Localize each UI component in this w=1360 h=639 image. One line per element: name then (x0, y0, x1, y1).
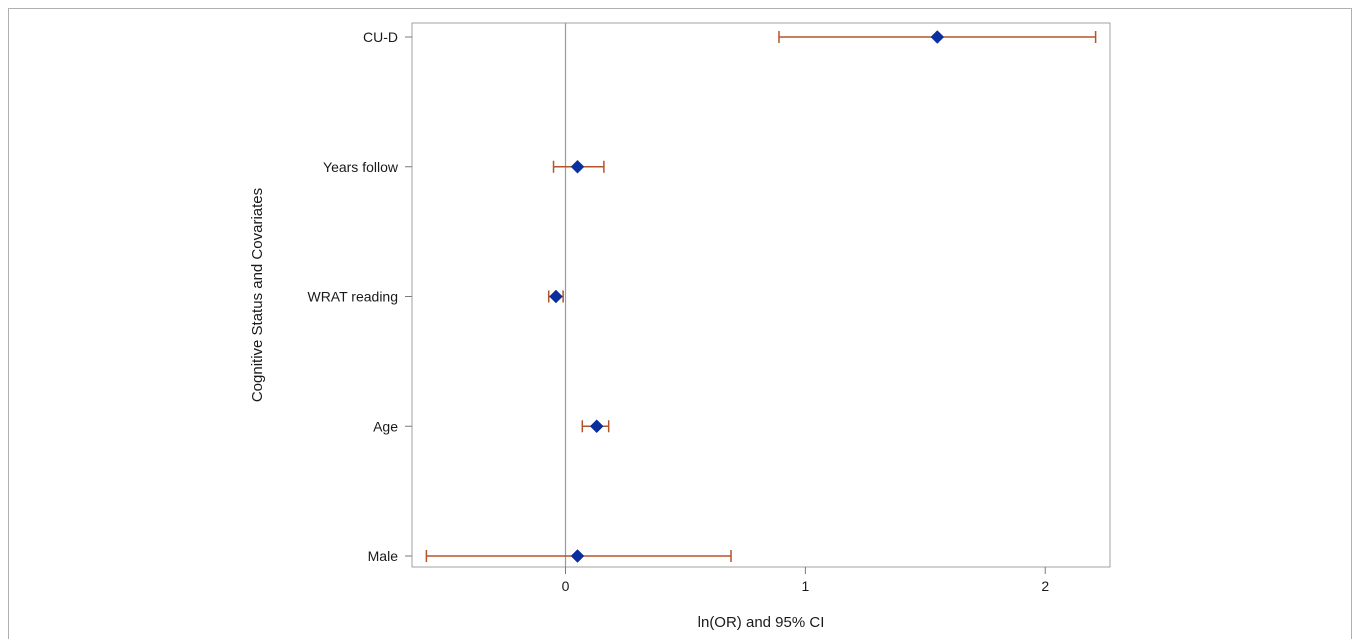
y-axis-title: Cognitive Status and Covariates (249, 188, 266, 402)
estimate-marker (570, 159, 585, 174)
data-marks (425, 30, 1097, 563)
y-tick-label: Age (373, 418, 398, 434)
outer-border (8, 8, 1352, 639)
y-tick-label: CU-D (363, 29, 398, 45)
x-tick-label: 0 (562, 578, 570, 594)
y-axis: CU-D Years follow WRAT reading Age Male (307, 29, 412, 564)
y-tick-label: Male (368, 548, 399, 564)
y-tick-label: Years follow (323, 159, 399, 175)
x-tick-label: 1 (801, 578, 809, 594)
ci-row (778, 30, 1097, 44)
x-axis: 0 1 2 (562, 567, 1049, 594)
ci-row (581, 419, 610, 434)
y-tick-label: WRAT reading (307, 289, 398, 305)
ci-row (425, 549, 732, 563)
ci-row (547, 289, 564, 304)
plot-frame (411, 22, 1111, 568)
x-tick-label: 2 (1041, 578, 1049, 594)
estimate-marker (589, 419, 604, 434)
estimate-marker (930, 30, 945, 44)
estimate-marker (570, 549, 585, 563)
x-axis-title: ln(OR) and 95% CI (698, 614, 825, 631)
ci-row (552, 159, 605, 174)
estimate-marker (549, 289, 563, 304)
